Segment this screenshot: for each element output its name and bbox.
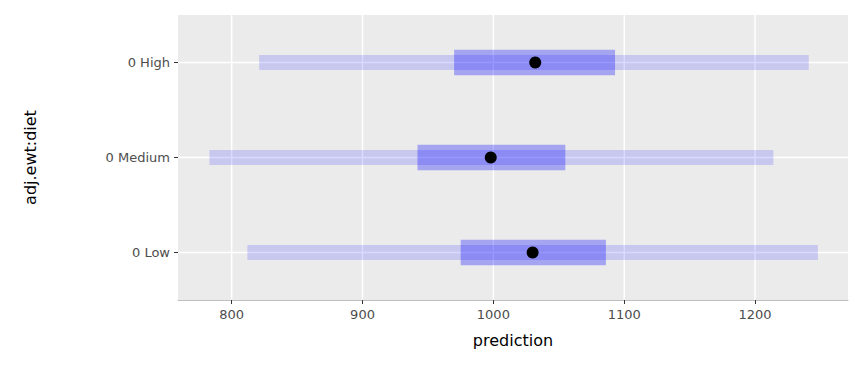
- svg-text:prediction: prediction: [473, 331, 553, 350]
- svg-text:0 High: 0 High: [128, 55, 170, 70]
- svg-text:800: 800: [219, 307, 244, 322]
- svg-text:adj.ewt:diet: adj.ewt:diet: [21, 110, 40, 205]
- svg-text:1000: 1000: [477, 307, 510, 322]
- svg-text:1200: 1200: [739, 307, 772, 322]
- svg-text:0 Low: 0 Low: [132, 245, 170, 260]
- svg-text:1100: 1100: [608, 307, 641, 322]
- svg-text:900: 900: [350, 307, 375, 322]
- svg-text:0 Medium: 0 Medium: [106, 150, 170, 165]
